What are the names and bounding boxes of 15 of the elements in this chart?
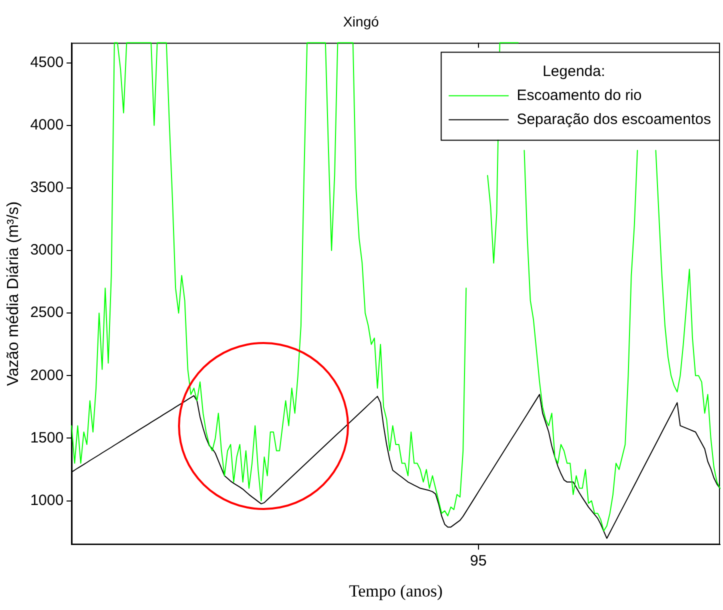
- y-tick-label: 2000: [30, 366, 64, 384]
- y-tick-label: 4500: [30, 54, 64, 71]
- legend-title: Legenda:: [542, 62, 606, 80]
- legend-label: Escoamento do rio: [516, 86, 642, 104]
- legend-label: Separação dos escoamentos: [516, 110, 712, 128]
- chart-title: Xingó: [343, 13, 380, 30]
- y-tick-label: 2500: [30, 304, 64, 322]
- x-axis-title: Tempo (anos): [348, 581, 443, 600]
- y-tick-label: 3000: [30, 242, 64, 259]
- y-tick-label: 3500: [30, 179, 64, 196]
- y-tick-label: 1500: [30, 429, 64, 446]
- y-tick-label: 4000: [30, 116, 64, 134]
- x-tick-label: 95: [470, 552, 487, 570]
- y-axis-title: Vazão média Diária (m³/s): [5, 201, 22, 386]
- y-tick-label: 1000: [30, 492, 64, 509]
